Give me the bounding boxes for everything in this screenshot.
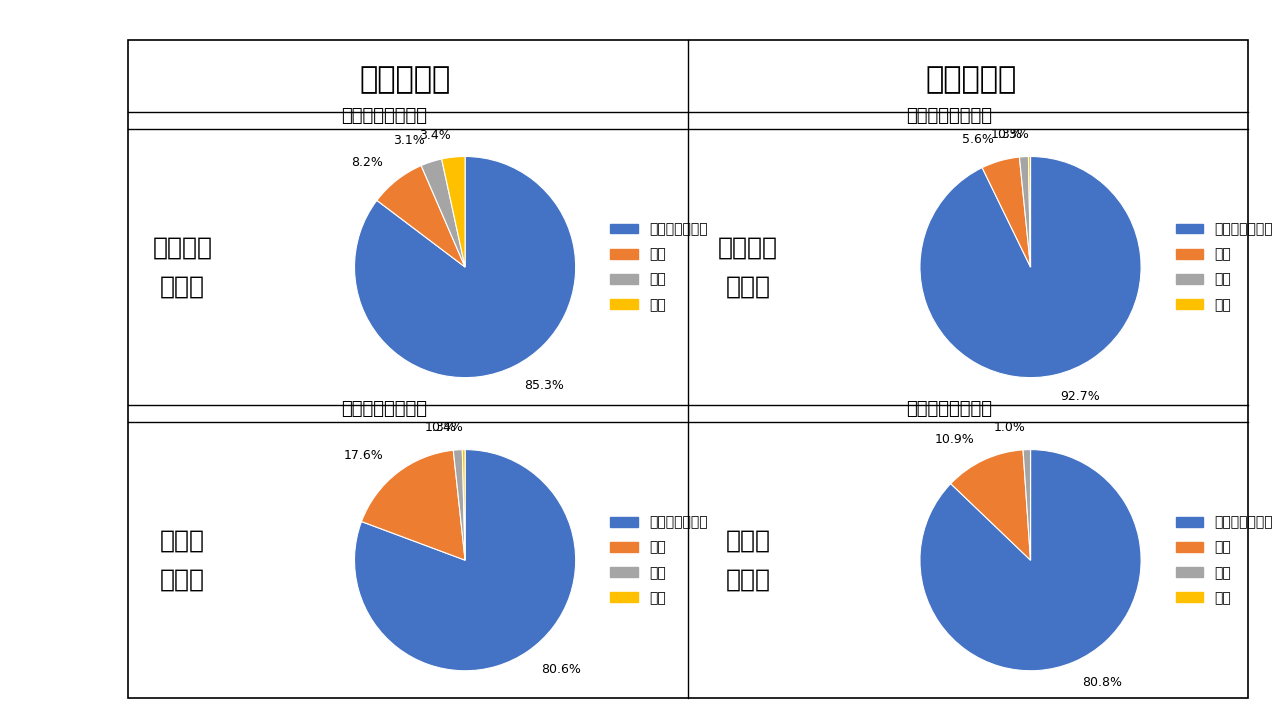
Text: 新耐震基準: 新耐震基準 (925, 65, 1016, 94)
Text: 阪神淡路
大震災: 阪神淡路 大震災 (718, 235, 778, 299)
Wedge shape (453, 449, 465, 560)
Legend: 軽微・被害なし, 小破, 中破, 大破: 軽微・被害なし, 小破, 中破, 大破 (1170, 217, 1279, 318)
Legend: 軽微・被害なし, 小破, 中破, 大破: 軽微・被害なし, 小破, 中破, 大破 (604, 510, 713, 611)
Wedge shape (982, 157, 1030, 267)
Legend: 軽微・被害なし, 小破, 中破, 大破: 軽微・被害なし, 小破, 中破, 大破 (604, 217, 713, 318)
Text: 3.4%: 3.4% (419, 129, 451, 142)
Text: 92.7%: 92.7% (1060, 390, 1100, 403)
Text: 1.3%: 1.3% (991, 128, 1023, 141)
Legend: 軽微・被害なし, 小破, 中破, 大破: 軽微・被害なし, 小破, 中破, 大破 (1170, 510, 1279, 611)
Text: 旧耐震マンション: 旧耐震マンション (340, 400, 426, 418)
Wedge shape (442, 156, 465, 267)
Wedge shape (920, 156, 1140, 377)
Text: 1.3%: 1.3% (425, 421, 457, 434)
Text: 1.0%: 1.0% (995, 421, 1027, 434)
Wedge shape (1019, 156, 1030, 267)
Text: 80.6%: 80.6% (540, 662, 581, 675)
Wedge shape (376, 166, 465, 267)
Text: 旧耐震マンション: 旧耐震マンション (340, 107, 426, 125)
Wedge shape (951, 450, 1030, 560)
Text: 0.3%: 0.3% (997, 128, 1029, 141)
Text: 新耐震マンション: 新耐震マンション (906, 400, 992, 418)
Text: 10.9%: 10.9% (934, 433, 974, 446)
Text: 東日本
大震災: 東日本 大震災 (726, 528, 771, 592)
Text: 17.6%: 17.6% (344, 449, 384, 462)
Text: 85.3%: 85.3% (525, 379, 564, 392)
Text: 新耐震マンション: 新耐震マンション (906, 107, 992, 125)
Text: 東日本
大震災: 東日本 大震災 (160, 528, 205, 592)
Wedge shape (1028, 156, 1030, 267)
Text: 阪神淡路
大震災: 阪神淡路 大震災 (152, 235, 212, 299)
Wedge shape (355, 449, 576, 671)
Text: 8.2%: 8.2% (351, 156, 383, 169)
Text: 0.4%: 0.4% (431, 421, 463, 434)
Wedge shape (355, 156, 576, 377)
Wedge shape (462, 449, 465, 560)
Wedge shape (421, 159, 465, 267)
Wedge shape (920, 449, 1140, 671)
Text: 3.1%: 3.1% (393, 134, 425, 147)
Wedge shape (1023, 449, 1030, 560)
Text: 5.6%: 5.6% (963, 133, 995, 146)
Wedge shape (361, 450, 465, 560)
Text: 80.8%: 80.8% (1083, 676, 1123, 689)
Text: 旧耐震基準: 旧耐震基準 (360, 65, 451, 94)
